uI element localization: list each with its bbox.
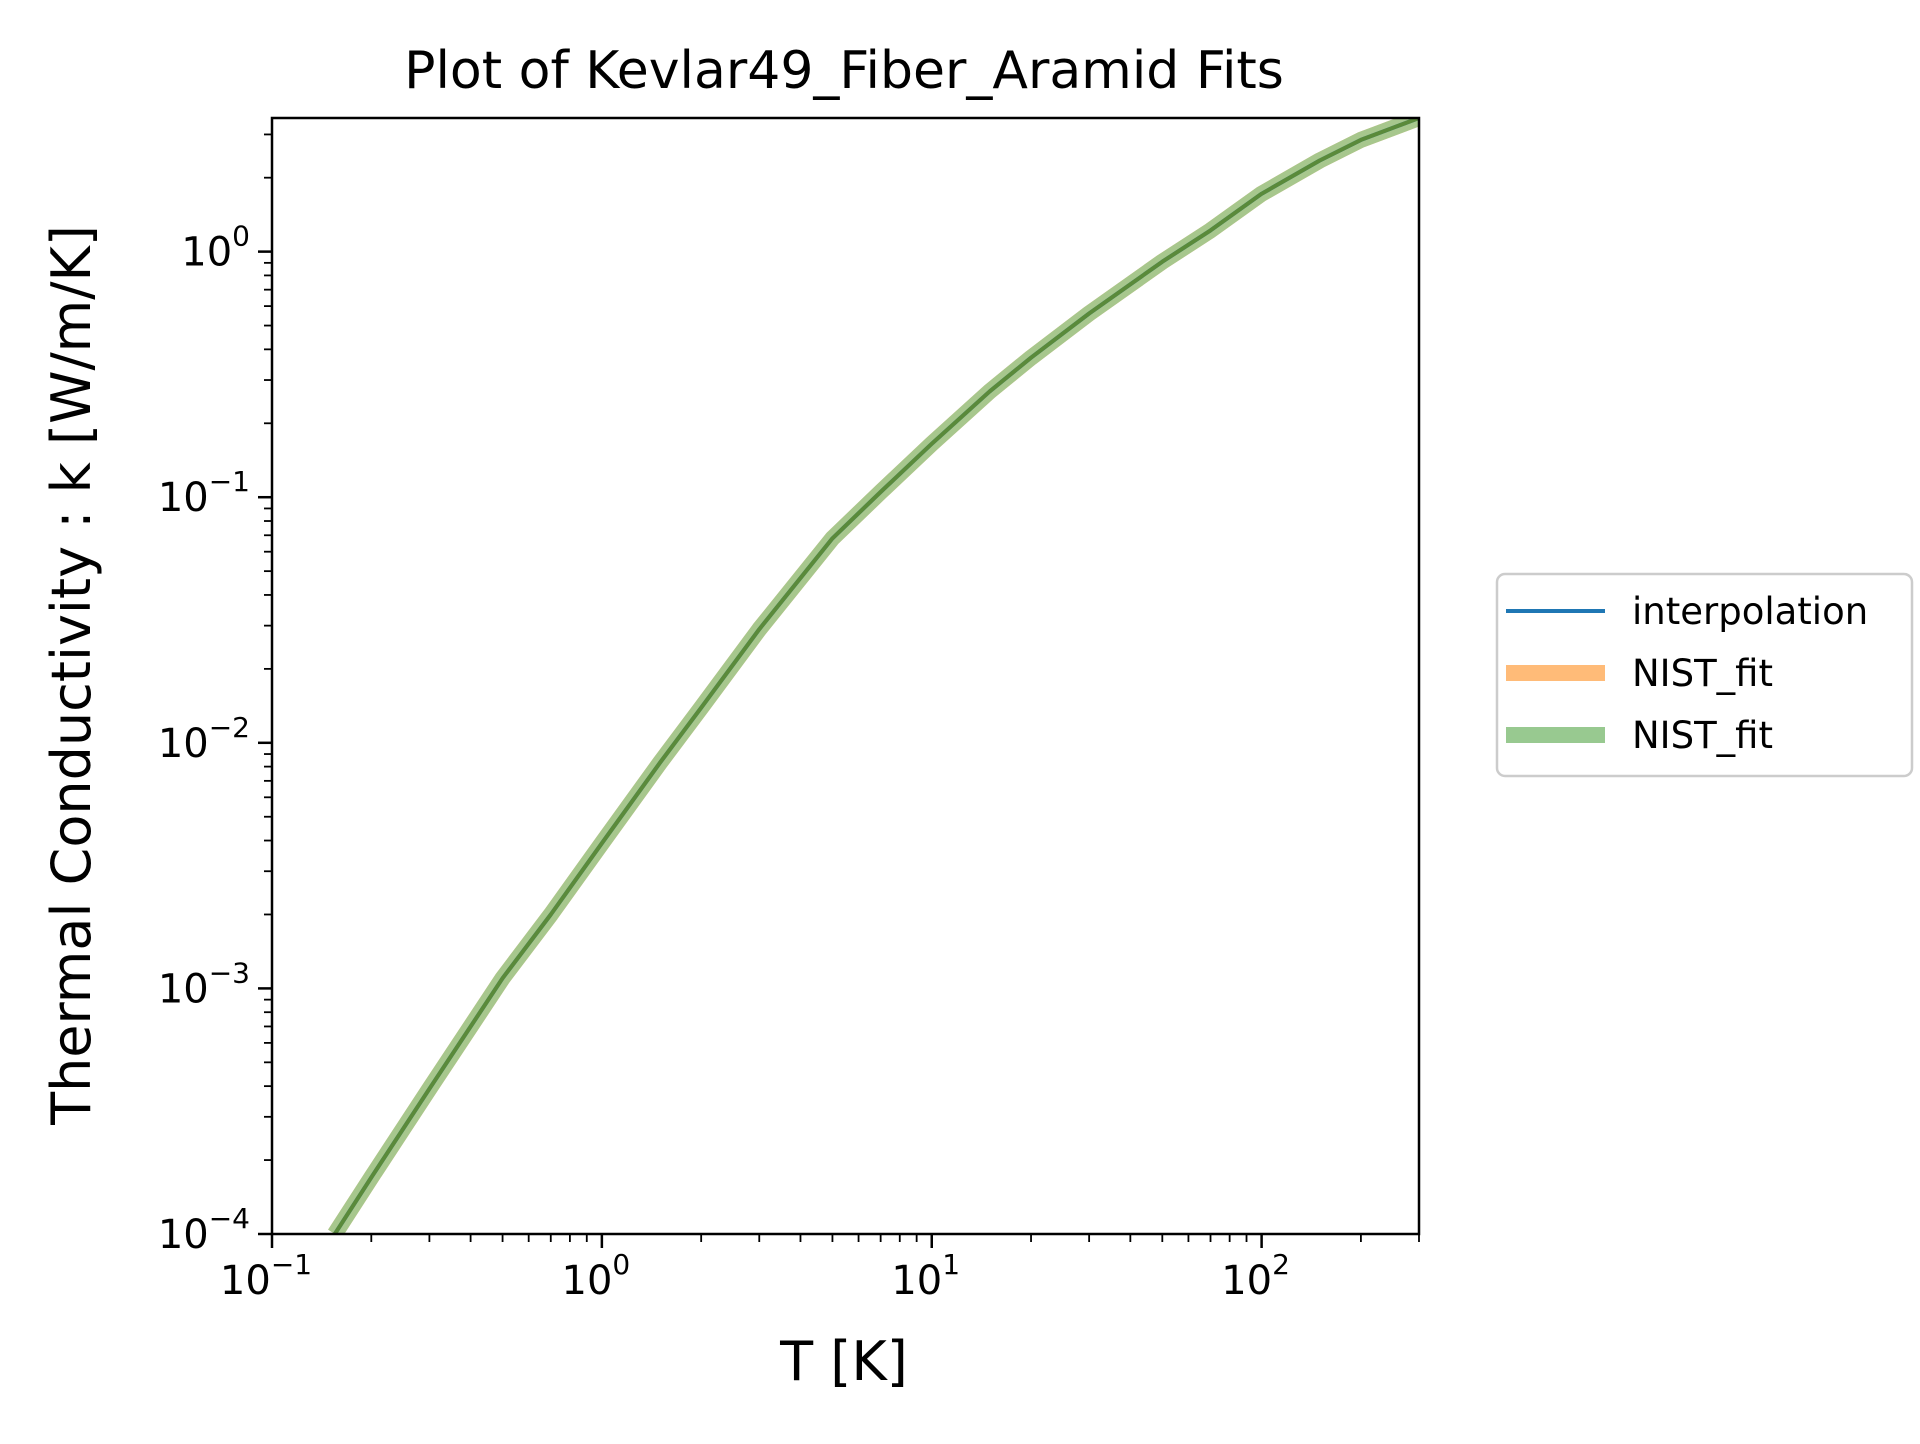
- series-line-core: [333, 118, 1419, 1234]
- series-line-2: [328, 118, 1419, 1234]
- axes-layer: 10−1 100 101 102 10−4 10−3 10−2 10−1 100: [158, 116, 1421, 1304]
- legend-label-1: NIST_fit: [1632, 652, 1773, 695]
- plot-frame: [270, 116, 1421, 1236]
- x-tick-label-3: 102: [1221, 1248, 1290, 1304]
- y-tick-label-0: 10−4: [158, 1202, 250, 1258]
- legend-label-0: interpolation: [1632, 590, 1868, 633]
- legend: interpolation NIST_fit NIST_fit: [1495, 572, 1914, 778]
- x-tick-label-0: 10−1: [220, 1248, 312, 1304]
- y-tick-label-2: 10−2: [158, 711, 250, 767]
- x-tick-label-1: 100: [562, 1248, 631, 1304]
- legend-label-2: NIST_fit: [1632, 714, 1773, 757]
- legend-frame: [1495, 572, 1914, 778]
- series-layer: [328, 118, 1419, 1234]
- y-axis-label: Thermal Conductivity : k [W/m/K]: [40, 225, 103, 1126]
- y-tick-label-4: 100: [181, 220, 250, 276]
- x-tick-label-2: 101: [891, 1248, 960, 1304]
- chart-title: Plot of Kevlar49_Fiber_Aramid Fits: [404, 41, 1284, 101]
- series-line-0: [333, 118, 1419, 1234]
- y-tick-label-3: 10−1: [158, 465, 250, 521]
- series-line-1: [328, 118, 1419, 1234]
- y-tick-label-1: 10−3: [158, 956, 250, 1012]
- x-axis-label: T [K]: [779, 1330, 908, 1393]
